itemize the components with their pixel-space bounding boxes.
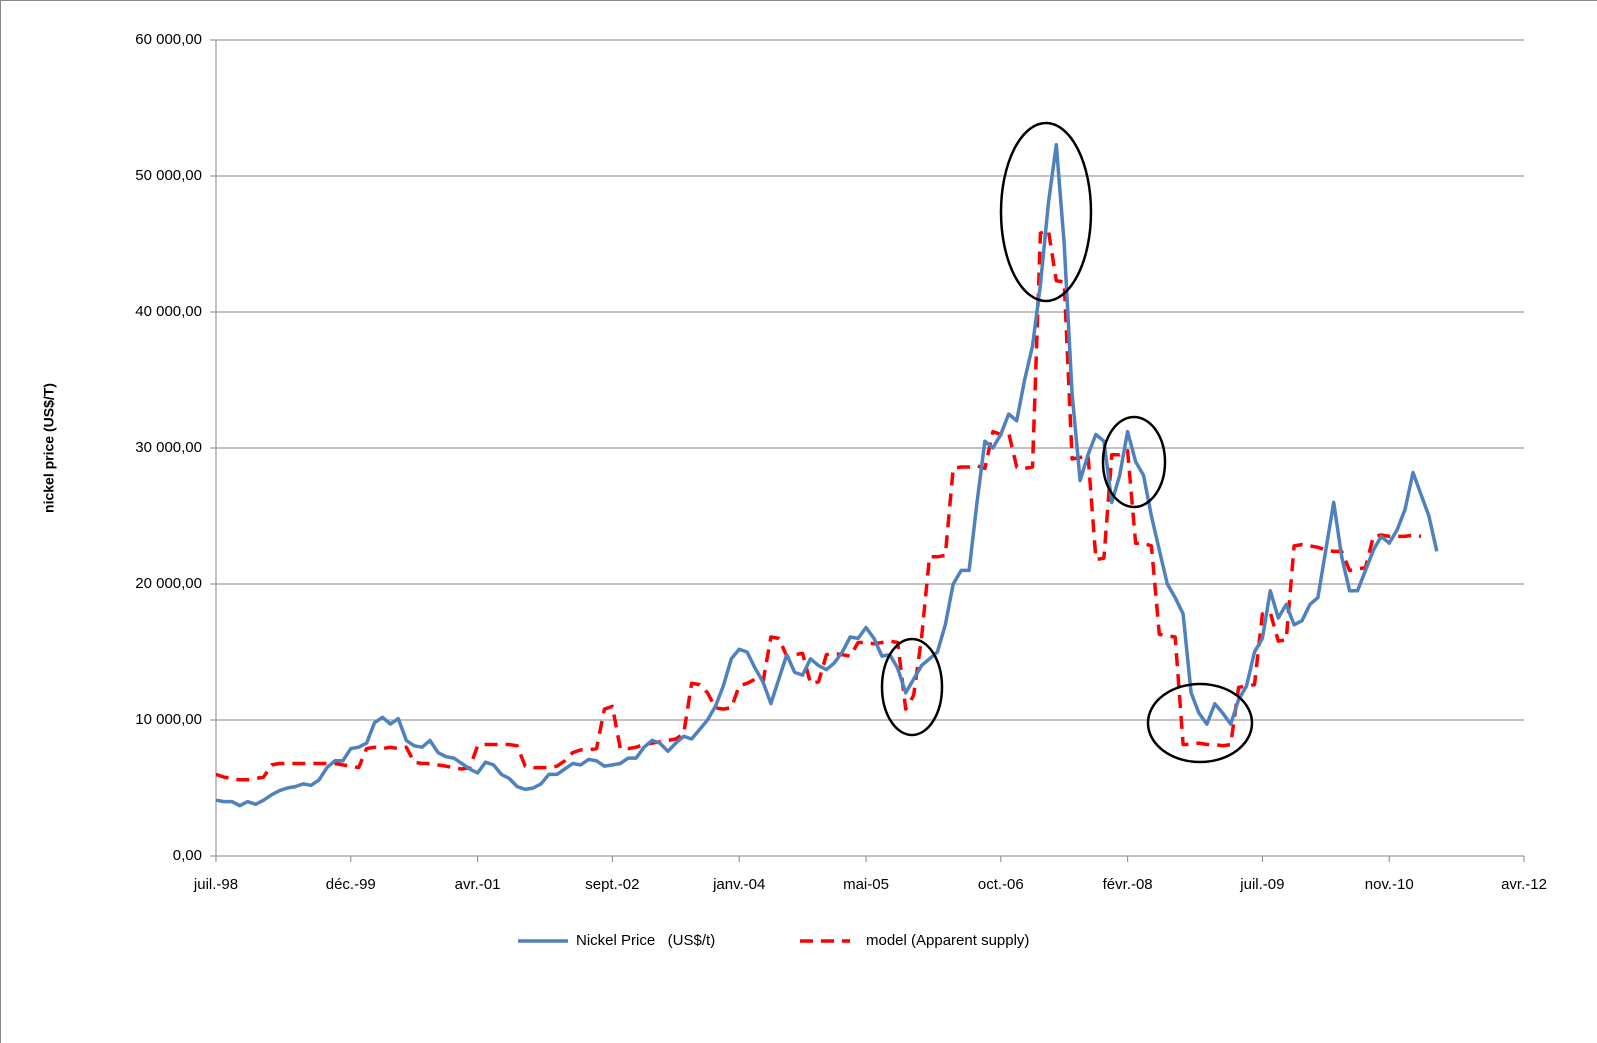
annotation-ellipse [1101, 415, 1167, 509]
plot-area [210, 39, 1525, 862]
x-tick-label: déc.-99 [326, 876, 376, 893]
y-axis-label: nickel price (US$/T) [41, 383, 57, 513]
x-tick-label: avr.-01 [455, 876, 501, 893]
x-tick-label: oct.-06 [978, 876, 1024, 893]
x-tick-label: mai-05 [843, 876, 889, 893]
y-tick-label: 20 000,00 [135, 575, 202, 592]
legend-label: model (Apparent supply) [866, 932, 1029, 949]
y-tick-label: 0,00 [173, 847, 202, 864]
y-tick-label: 40 000,00 [135, 303, 202, 320]
y-tick-label: 50 000,00 [135, 167, 202, 184]
series-line [215, 142, 1439, 808]
y-tick-label: 30 000,00 [135, 439, 202, 456]
x-tick-label: juil.-98 [193, 876, 238, 893]
y-tick-label: 10 000,00 [135, 711, 202, 728]
x-tick-label: févr.-08 [1103, 876, 1153, 893]
x-tick-label: avr.-12 [1501, 876, 1547, 893]
x-tick-label: nov.-10 [1365, 876, 1414, 893]
y-tick-label: 60 000,00 [135, 31, 202, 48]
x-tick-label: sept.-02 [585, 876, 639, 893]
x-tick-label: juil.-09 [1239, 876, 1284, 893]
legend-label: Nickel Price (US$/t) [576, 932, 715, 949]
annotation-ellipse [1146, 682, 1254, 764]
annotation-ellipse [880, 637, 944, 737]
series-line [215, 228, 1422, 782]
x-tick-label: janv.-04 [712, 876, 765, 893]
annotations [880, 121, 1254, 764]
annotation-ellipse [999, 121, 1093, 303]
